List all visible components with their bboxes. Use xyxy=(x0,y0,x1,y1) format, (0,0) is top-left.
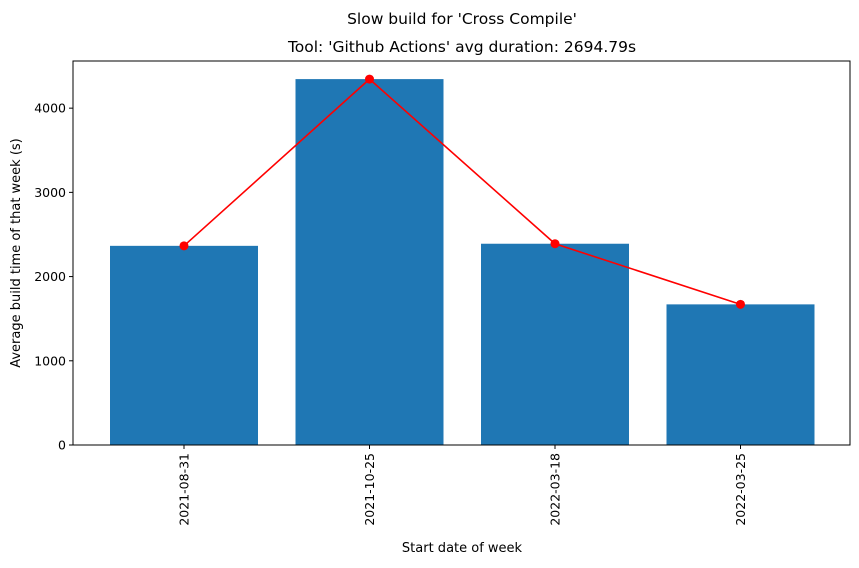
x-tick-label: 2021-10-25 xyxy=(362,453,377,526)
bar xyxy=(481,243,629,445)
x-tick-label: 2021-08-31 xyxy=(177,453,192,526)
y-tick-label: 4000 xyxy=(34,101,66,116)
y-tick-label: 0 xyxy=(58,438,66,453)
plot-frame xyxy=(72,60,851,446)
line-layer xyxy=(179,74,745,309)
bar xyxy=(110,245,258,445)
chart-suptitle: Slow build for 'Cross Compile' xyxy=(347,10,577,28)
y-axis: 0 1000 2000 3000 4000 xyxy=(34,101,73,453)
y-tick-label: 2000 xyxy=(34,269,66,284)
series-line xyxy=(183,78,741,306)
y-tick-label: 1000 xyxy=(34,353,66,368)
y-axis-label: Average build time of that week (s) xyxy=(9,138,24,368)
x-axis: 2021-08-31 2021-10-25 2022-03-18 2022-03-25 xyxy=(177,445,748,526)
x-axis-label: Start date of week xyxy=(402,541,523,556)
series-point xyxy=(736,299,745,309)
x-tick-label: 2022-03-25 xyxy=(733,453,748,526)
series-point xyxy=(179,241,189,251)
y-tick-label: 3000 xyxy=(34,185,66,200)
series-point xyxy=(365,74,374,84)
bar xyxy=(295,79,444,446)
series-point xyxy=(550,239,560,249)
bar xyxy=(666,304,815,445)
bars-layer xyxy=(110,79,815,446)
x-tick-label: 2022-03-18 xyxy=(548,453,563,526)
chart-title: Tool: 'Github Actions' avg duration: 269… xyxy=(287,38,636,56)
